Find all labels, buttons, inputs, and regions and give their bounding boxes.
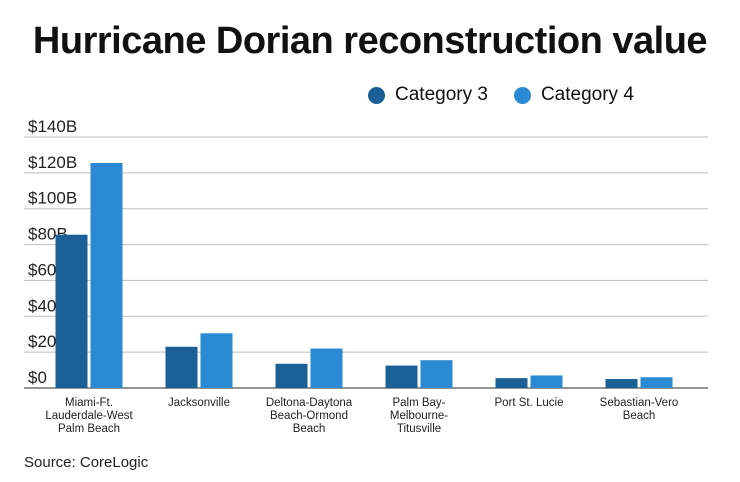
- y-tick-label: $140B: [28, 117, 77, 136]
- source-note: Source: CoreLogic: [24, 454, 149, 471]
- legend-swatch-category-4: [513, 86, 531, 104]
- legend: Category 3 Category 4: [368, 82, 660, 108]
- bar-category-4: [420, 360, 453, 388]
- x-tick-label: Sebastian-Vero: [600, 397, 679, 409]
- bar-category-4: [200, 333, 233, 388]
- bar-category-3: [605, 379, 638, 388]
- x-tick-label: Beach: [293, 423, 326, 435]
- y-tick-label: $100B: [28, 189, 77, 208]
- x-tick-label: Beach-Ormond: [270, 410, 348, 422]
- bar-category-4: [310, 348, 343, 388]
- x-tick-label: Port St. Lucie: [494, 397, 563, 409]
- legend-label-category-4: Category 4: [540, 84, 634, 105]
- bar-category-3: [385, 365, 418, 388]
- y-tick-label: $0: [28, 368, 47, 387]
- x-tick-label: Jacksonville: [168, 397, 230, 409]
- x-tick-label: Lauderdale-West: [45, 410, 133, 422]
- bar-category-3: [275, 363, 308, 388]
- bar-category-4: [90, 162, 123, 388]
- chart-title: Hurricane Dorian reconstruction value: [32, 20, 708, 62]
- bar-category-4: [640, 377, 673, 388]
- bar-category-4: [530, 375, 563, 388]
- bar-category-3: [55, 234, 88, 388]
- x-tick-label: Palm Bay-: [392, 397, 445, 409]
- bar-category-3: [165, 346, 198, 388]
- legend-label-category-3: Category 3: [395, 84, 488, 105]
- legend-swatch-category-3: [368, 86, 385, 104]
- y-tick-label: $120B: [28, 153, 77, 172]
- x-tick-label: Melbourne-: [390, 410, 448, 422]
- x-tick-label: Titusville: [397, 423, 441, 435]
- x-tick-label: Palm Beach: [58, 423, 120, 435]
- legend-item-category-4: Category 4: [513, 84, 634, 106]
- legend-item-category-3: Category 3: [368, 84, 488, 106]
- bar-category-3: [495, 378, 528, 388]
- x-tick-label: Beach: [623, 410, 656, 422]
- x-tick-label: Deltona-Daytona: [266, 397, 353, 409]
- x-tick-label: Miami-Ft.: [65, 397, 113, 409]
